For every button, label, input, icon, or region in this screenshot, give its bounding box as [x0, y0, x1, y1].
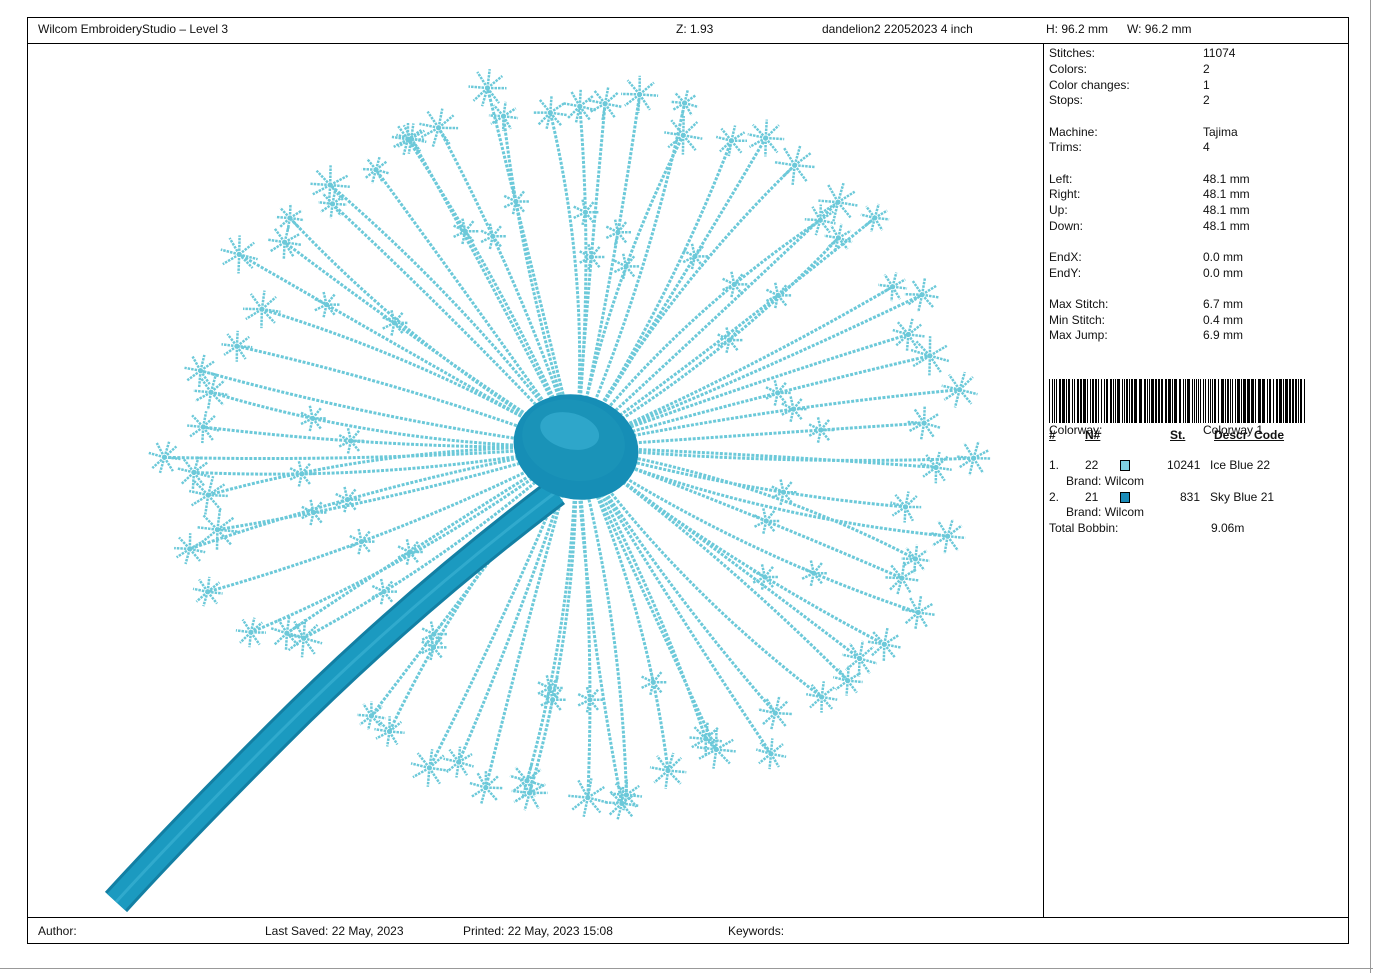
color-stitches: 10241 — [1167, 458, 1201, 472]
stat-value: 0.4 mm — [1203, 313, 1244, 327]
stat-row: Min Stitch: 0.4 mm — [1049, 313, 1339, 328]
stat-value: 0.0 mm — [1203, 266, 1244, 280]
stat-row: Stops: 2 — [1049, 93, 1339, 108]
stat-value: 4 — [1203, 140, 1210, 154]
stat-label: Right: — [1049, 187, 1081, 201]
footer-bar: Author: Last Saved: 22 May, 2023 Printed… — [28, 917, 1348, 943]
stat-label: Up: — [1049, 203, 1068, 217]
stat-label: Stitches: — [1049, 46, 1096, 60]
stat-row: Max Stitch: 6.7 mm — [1049, 297, 1339, 312]
stat-value: 6.7 mm — [1203, 297, 1244, 311]
colorway-label: Colorway: — [1049, 423, 1103, 437]
color-index: 2. — [1049, 490, 1060, 504]
color-swatch — [1120, 460, 1130, 471]
page-right-edge — [1370, 0, 1371, 973]
total-bobbin-label: Total Bobbin: — [1049, 521, 1119, 535]
total-bobbin-value: 9.06m — [1211, 521, 1245, 535]
color-code: 22 — [1085, 458, 1099, 472]
stat-label: Down: — [1049, 219, 1084, 233]
last-saved: Last Saved: 22 May, 2023 — [265, 924, 404, 938]
stat-label: EndY: — [1049, 266, 1082, 280]
colorway-row: Colorway: Colorway 1 — [1049, 423, 1339, 438]
stat-value: 11074 — [1203, 46, 1236, 60]
stat-row: Left: 48.1 mm — [1049, 172, 1339, 187]
colorway-value: Colorway 1 — [1203, 423, 1264, 437]
stat-value: 48.1 mm — [1203, 172, 1250, 186]
stat-label: Max Stitch: — [1049, 297, 1109, 311]
stat-row: Right: 48.1 mm — [1049, 187, 1339, 202]
stat-row: Machine: Tajima — [1049, 125, 1339, 140]
page-bottom-line — [0, 968, 1373, 969]
design-width: W: 96.2 mm — [1127, 22, 1192, 36]
stat-row: Max Jump: 6.9 mm — [1049, 328, 1339, 343]
stat-row: Up: 48.1 mm — [1049, 203, 1339, 218]
stat-label: Stops: — [1049, 93, 1084, 107]
design-name: dandelion2 22052023 4 inch — [822, 22, 973, 36]
keywords-field: Keywords: — [728, 924, 785, 938]
stat-label: EndX: — [1049, 250, 1082, 264]
stat-label: Color changes: — [1049, 78, 1130, 92]
stat-value: 48.1 mm — [1203, 203, 1250, 217]
stat-row: EndY: 0.0 mm — [1049, 266, 1339, 281]
stat-row: Trims: 4 — [1049, 140, 1339, 155]
stat-value: 48.1 mm — [1203, 219, 1250, 233]
stat-row: Color changes: 1 — [1049, 78, 1339, 93]
color-brand: Brand: Wilcom — [1066, 474, 1145, 488]
color-descr: Ice Blue 22 — [1210, 458, 1271, 472]
app-title: Wilcom EmbroideryStudio – Level 3 — [38, 22, 229, 36]
dandelion-embroidery-design — [104, 68, 992, 913]
stat-row: EndX: 0.0 mm — [1049, 250, 1339, 265]
color-swatch — [1120, 492, 1130, 503]
stat-value: 2 — [1203, 93, 1210, 107]
stat-row: Stitches: 11074 — [1049, 46, 1339, 61]
stat-label: Colors: — [1049, 62, 1088, 76]
stat-label: Trims: — [1049, 140, 1082, 154]
stat-value: 6.9 mm — [1203, 328, 1244, 342]
design-info-panel: Stitches: 11074 Colors: 2 Color changes: 1 Sto… — [1044, 44, 1350, 918]
design-height: H: 96.2 mm — [1046, 22, 1109, 36]
stat-row: Colors: 2 — [1049, 62, 1339, 77]
color-index: 1. — [1049, 458, 1060, 472]
design-canvas[interactable] — [28, 44, 1044, 918]
header-bar: Wilcom EmbroideryStudio – Level 3 Z: 1.9… — [28, 18, 1348, 44]
stat-value: 0.0 mm — [1203, 250, 1244, 264]
color-brand: Brand: Wilcom — [1066, 505, 1145, 519]
color-code: 21 — [1085, 490, 1099, 504]
author-field: Author: — [38, 924, 77, 938]
zoom-level: Z: 1.93 — [676, 22, 714, 36]
stat-label: Left: — [1049, 172, 1073, 186]
color-descr: Sky Blue 21 — [1210, 490, 1275, 504]
stat-value: 48.1 mm — [1203, 187, 1250, 201]
col-header-descr: Descr_Code — [1214, 428, 1285, 442]
stat-row: Down: 48.1 mm — [1049, 219, 1339, 234]
print-preview-sheet: Wilcom EmbroideryStudio – Level 3 Z: 1.9… — [27, 17, 1349, 944]
col-header-code: N# — [1085, 428, 1101, 442]
stat-label: Min Stitch: — [1049, 313, 1106, 327]
stat-label: Max Jump: — [1049, 328, 1108, 342]
stat-value: 2 — [1203, 62, 1210, 76]
col-header-index: # — [1049, 428, 1056, 442]
col-header-stitches: St. — [1170, 428, 1186, 442]
stat-value: Tajima — [1203, 125, 1238, 139]
color-stitches: 831 — [1180, 490, 1201, 504]
printed-date: Printed: 22 May, 2023 15:08 — [463, 924, 613, 938]
stat-value: 1 — [1203, 78, 1210, 92]
barcode-icon — [1049, 379, 1305, 423]
stat-label: Machine: — [1049, 125, 1098, 139]
